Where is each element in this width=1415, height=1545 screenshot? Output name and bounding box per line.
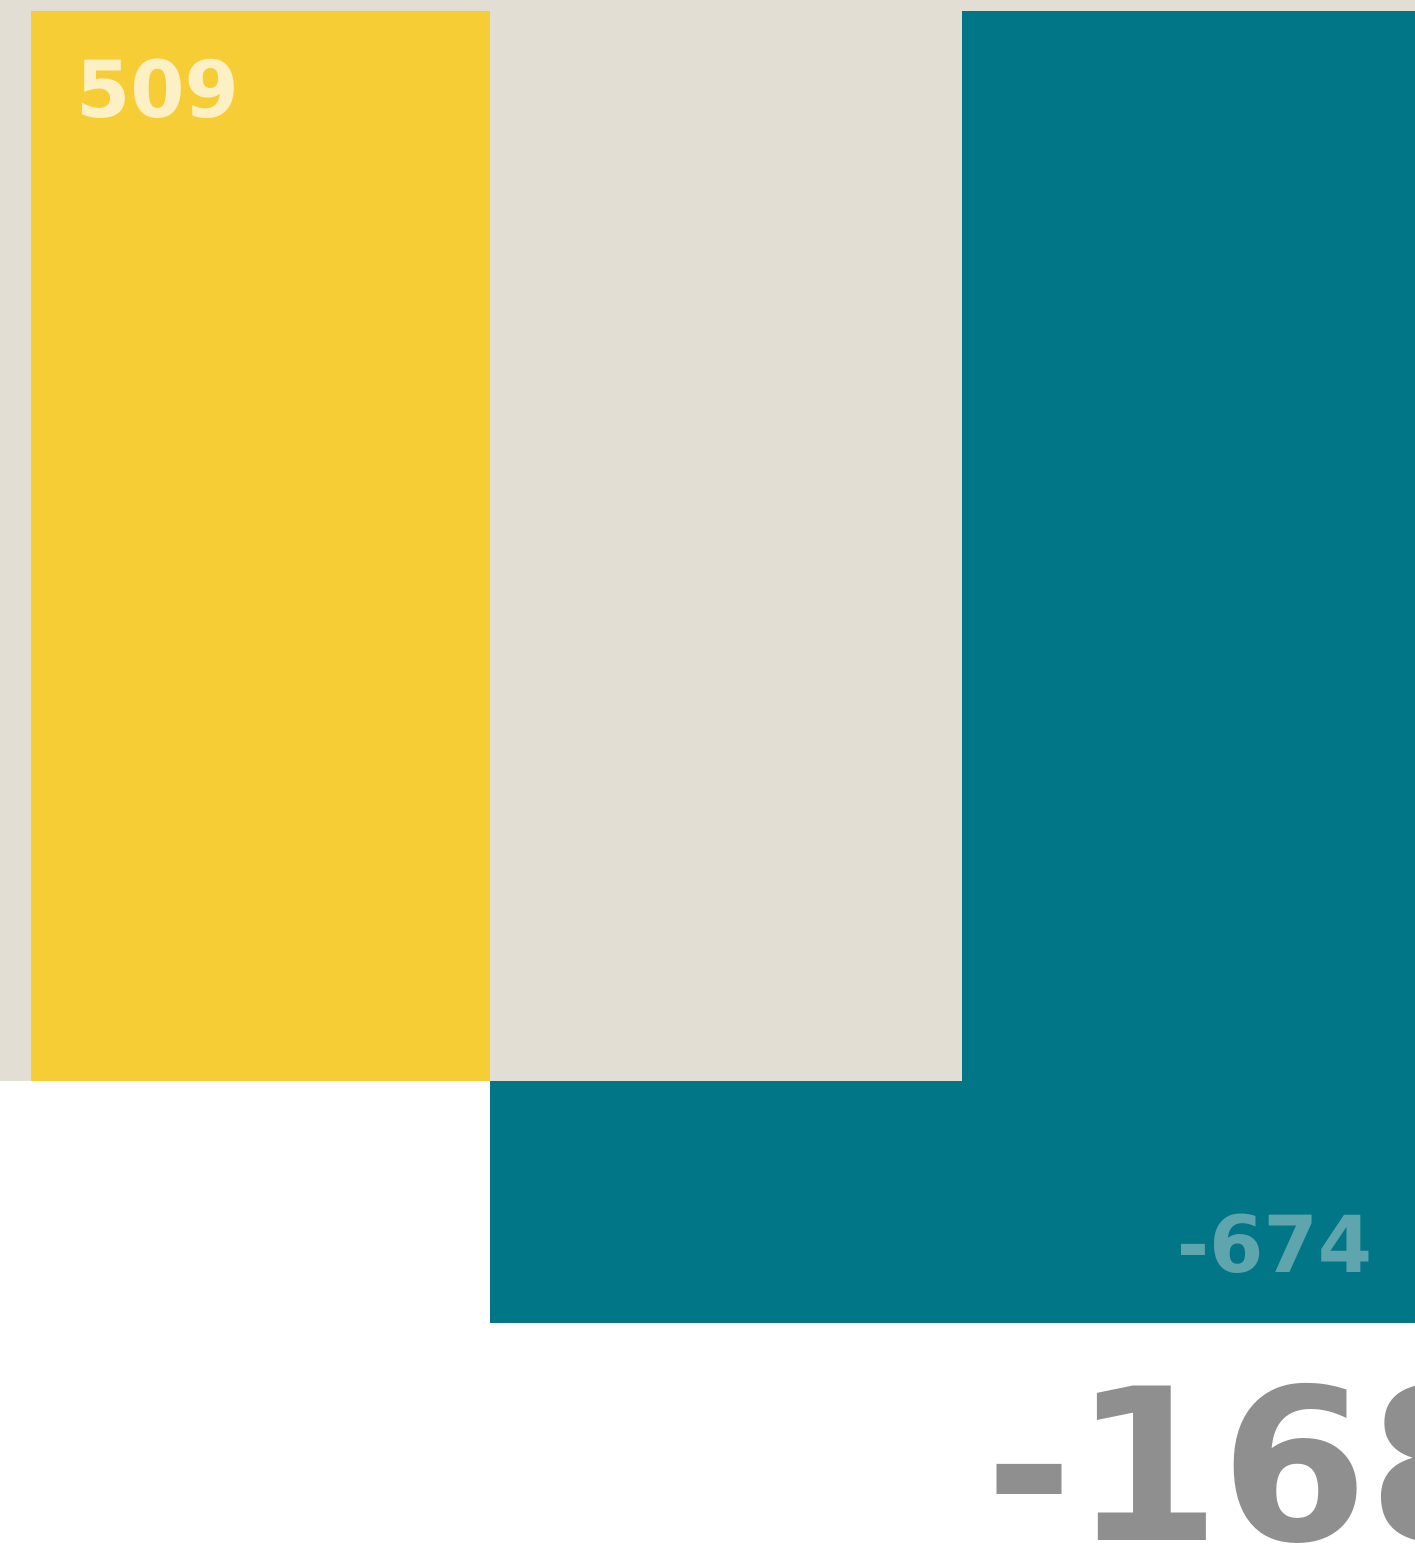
- bar-step-3: [962, 11, 1415, 1323]
- chart-labels: 509 -674 -168: [76, 46, 1415, 1545]
- bar-step-1: [31, 11, 490, 1081]
- bar-label-step-1: 509: [76, 46, 239, 136]
- bar-label-step-3: -674: [1177, 1201, 1372, 1291]
- bar-step-3-extension: [490, 1081, 962, 1323]
- chart-bars: [31, 11, 1415, 1323]
- total-label: -168: [985, 1343, 1415, 1545]
